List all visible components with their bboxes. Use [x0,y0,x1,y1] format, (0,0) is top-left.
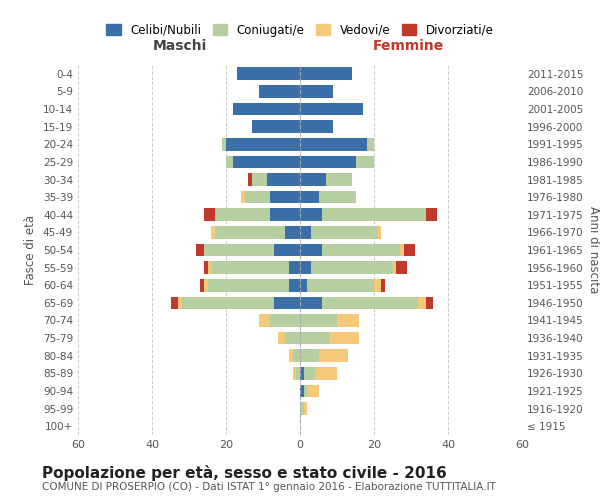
Bar [200,279,204,291]
Bar [300,350,319,362]
Bar [278,332,285,344]
Bar [233,156,300,168]
Bar [204,279,208,291]
Bar [300,102,363,116]
Bar [252,120,300,133]
Bar [285,332,300,344]
Bar [300,332,329,344]
Bar [237,68,300,80]
Bar [304,367,315,380]
Bar [215,226,285,238]
Bar [337,314,359,327]
Bar [319,191,355,203]
Bar [223,138,226,150]
Bar [300,156,355,168]
Bar [418,296,426,309]
Bar [300,138,367,150]
Y-axis label: Fasce di età: Fasce di età [25,215,37,285]
Bar [178,296,182,309]
Bar [196,244,204,256]
Bar [367,138,374,150]
Bar [300,402,304,415]
Bar [319,350,348,362]
Bar [252,173,266,186]
Y-axis label: Anni di nascita: Anni di nascita [587,206,600,294]
Bar [285,226,300,238]
Bar [300,208,322,221]
Bar [259,314,271,327]
Bar [329,332,359,344]
Bar [322,208,426,221]
Bar [245,191,271,203]
Bar [226,138,300,150]
Bar [304,384,307,398]
Bar [211,226,215,238]
Bar [248,173,252,186]
Bar [300,279,307,291]
Bar [215,208,271,221]
Bar [208,262,211,274]
Bar [271,208,300,221]
Bar [208,279,289,291]
Bar [322,296,418,309]
Bar [293,350,300,362]
Bar [300,191,319,203]
Bar [300,384,304,398]
Bar [226,156,233,168]
Bar [300,367,304,380]
Bar [378,226,382,238]
Bar [289,350,293,362]
Bar [204,208,215,221]
Text: Femmine: Femmine [373,38,443,52]
Bar [259,85,300,98]
Bar [271,314,300,327]
Bar [204,262,208,274]
Bar [296,367,300,380]
Bar [392,262,396,274]
Bar [300,85,334,98]
Bar [355,156,374,168]
Bar [274,244,300,256]
Bar [426,296,433,309]
Legend: Celibi/Nubili, Coniugati/e, Vedovi/e, Divorziati/e: Celibi/Nubili, Coniugati/e, Vedovi/e, Di… [101,19,499,42]
Bar [322,244,400,256]
Bar [271,191,300,203]
Bar [374,279,382,291]
Bar [300,296,322,309]
Text: Popolazione per età, sesso e stato civile - 2016: Popolazione per età, sesso e stato civil… [42,465,447,481]
Bar [300,68,352,80]
Bar [289,262,300,274]
Bar [304,402,307,415]
Bar [300,244,322,256]
Bar [404,244,415,256]
Bar [182,296,274,309]
Bar [300,262,311,274]
Bar [311,262,392,274]
Bar [289,279,300,291]
Bar [170,296,178,309]
Bar [307,279,374,291]
Bar [326,173,352,186]
Bar [300,226,311,238]
Bar [396,262,407,274]
Bar [266,173,300,186]
Bar [311,226,378,238]
Bar [315,367,337,380]
Bar [274,296,300,309]
Bar [204,244,274,256]
Text: Maschi: Maschi [153,38,207,52]
Bar [241,191,245,203]
Bar [300,314,337,327]
Bar [233,102,300,116]
Bar [382,279,385,291]
Bar [307,384,319,398]
Bar [293,367,296,380]
Bar [211,262,289,274]
Bar [400,244,404,256]
Text: COMUNE DI PROSERPIO (CO) - Dati ISTAT 1° gennaio 2016 - Elaborazione TUTTITALIA.: COMUNE DI PROSERPIO (CO) - Dati ISTAT 1°… [42,482,496,492]
Bar [300,173,326,186]
Bar [426,208,437,221]
Bar [300,120,334,133]
